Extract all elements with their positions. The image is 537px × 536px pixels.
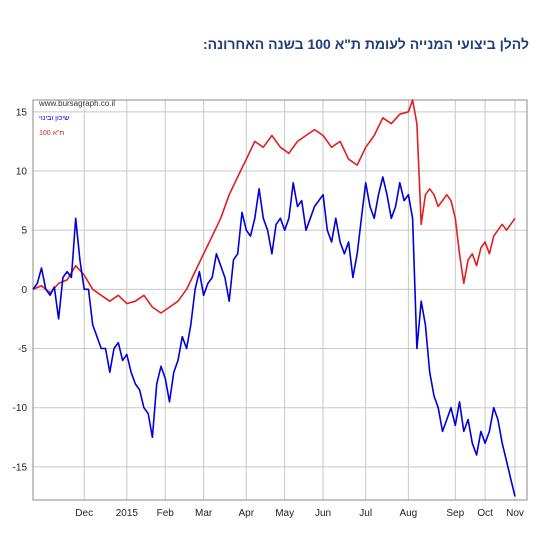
- x-tick-label: 2015: [116, 508, 139, 519]
- series-layer: [32, 99, 516, 497]
- watermark-text: www.bursagraph.co.il: [38, 99, 115, 108]
- x-tick-label: May: [275, 508, 294, 519]
- x-tick-label: Apr: [238, 508, 254, 519]
- y-tick-label: -5: [18, 344, 27, 355]
- y-tick-label: 15: [16, 107, 28, 118]
- y-tick-label: 10: [16, 167, 28, 178]
- legend-entry: שיכון ובינוי: [39, 115, 69, 122]
- x-tick-label: Mar: [195, 508, 213, 519]
- y-tick-label: 5: [21, 226, 27, 237]
- line-chart: 15 10 5 0 -5 -10 -15 Dec 2015 Feb Mar Apr May Jun Jul A…: [13, 99, 528, 519]
- x-tick-label: Dec: [75, 508, 93, 519]
- x-tick-label: Nov: [506, 508, 524, 519]
- series-line-shikun-binui: [32, 176, 516, 497]
- y-tick-label: -15: [13, 462, 28, 473]
- x-tick-label: Jun: [315, 508, 331, 519]
- x-tick-label: Jul: [359, 508, 372, 519]
- x-tick-label: Oct: [477, 508, 493, 519]
- legend-entry: ת"א 100: [39, 130, 65, 137]
- x-tick-label: Sep: [446, 508, 464, 519]
- grid: [33, 100, 527, 500]
- x-tick-label: Aug: [399, 508, 417, 519]
- legend: שיכון ובינוי ת"א 100: [39, 115, 69, 137]
- y-tick-label: -10: [13, 403, 28, 414]
- tick-labels: 15 10 5 0 -5 -10 -15 Dec 2015 Feb Mar Apr May Jun Jul A…: [13, 107, 524, 519]
- x-tick-label: Feb: [157, 508, 175, 519]
- y-tick-label: 0: [21, 285, 27, 296]
- series-line-ta100: [32, 99, 516, 314]
- plot-frame: [32, 99, 528, 501]
- page-headline: להלן ביצועי המנייה לעומת ת"א 100 בשנה הא…: [202, 36, 529, 52]
- plot-background: [33, 100, 527, 500]
